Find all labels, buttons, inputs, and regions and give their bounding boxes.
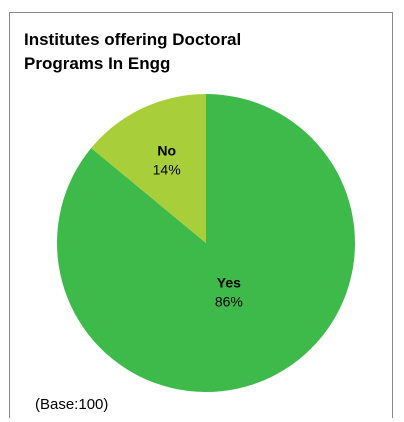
slice-value-no: 14% [153, 161, 181, 177]
base-note: (Base:100) [35, 396, 109, 413]
chart-title-line-2: Programs In Engg [24, 54, 171, 73]
slice-value-yes: 86% [215, 294, 243, 310]
pie-slice-no [91, 94, 206, 243]
slice-label-no: No [157, 142, 176, 158]
chart-title-line-1: Institutes offering Doctoral [24, 30, 242, 49]
pie-slice-yes [56, 94, 355, 393]
chart-title: Institutes offering Doctoral Programs In… [24, 28, 344, 76]
slice-label-yes: Yes [217, 275, 241, 291]
